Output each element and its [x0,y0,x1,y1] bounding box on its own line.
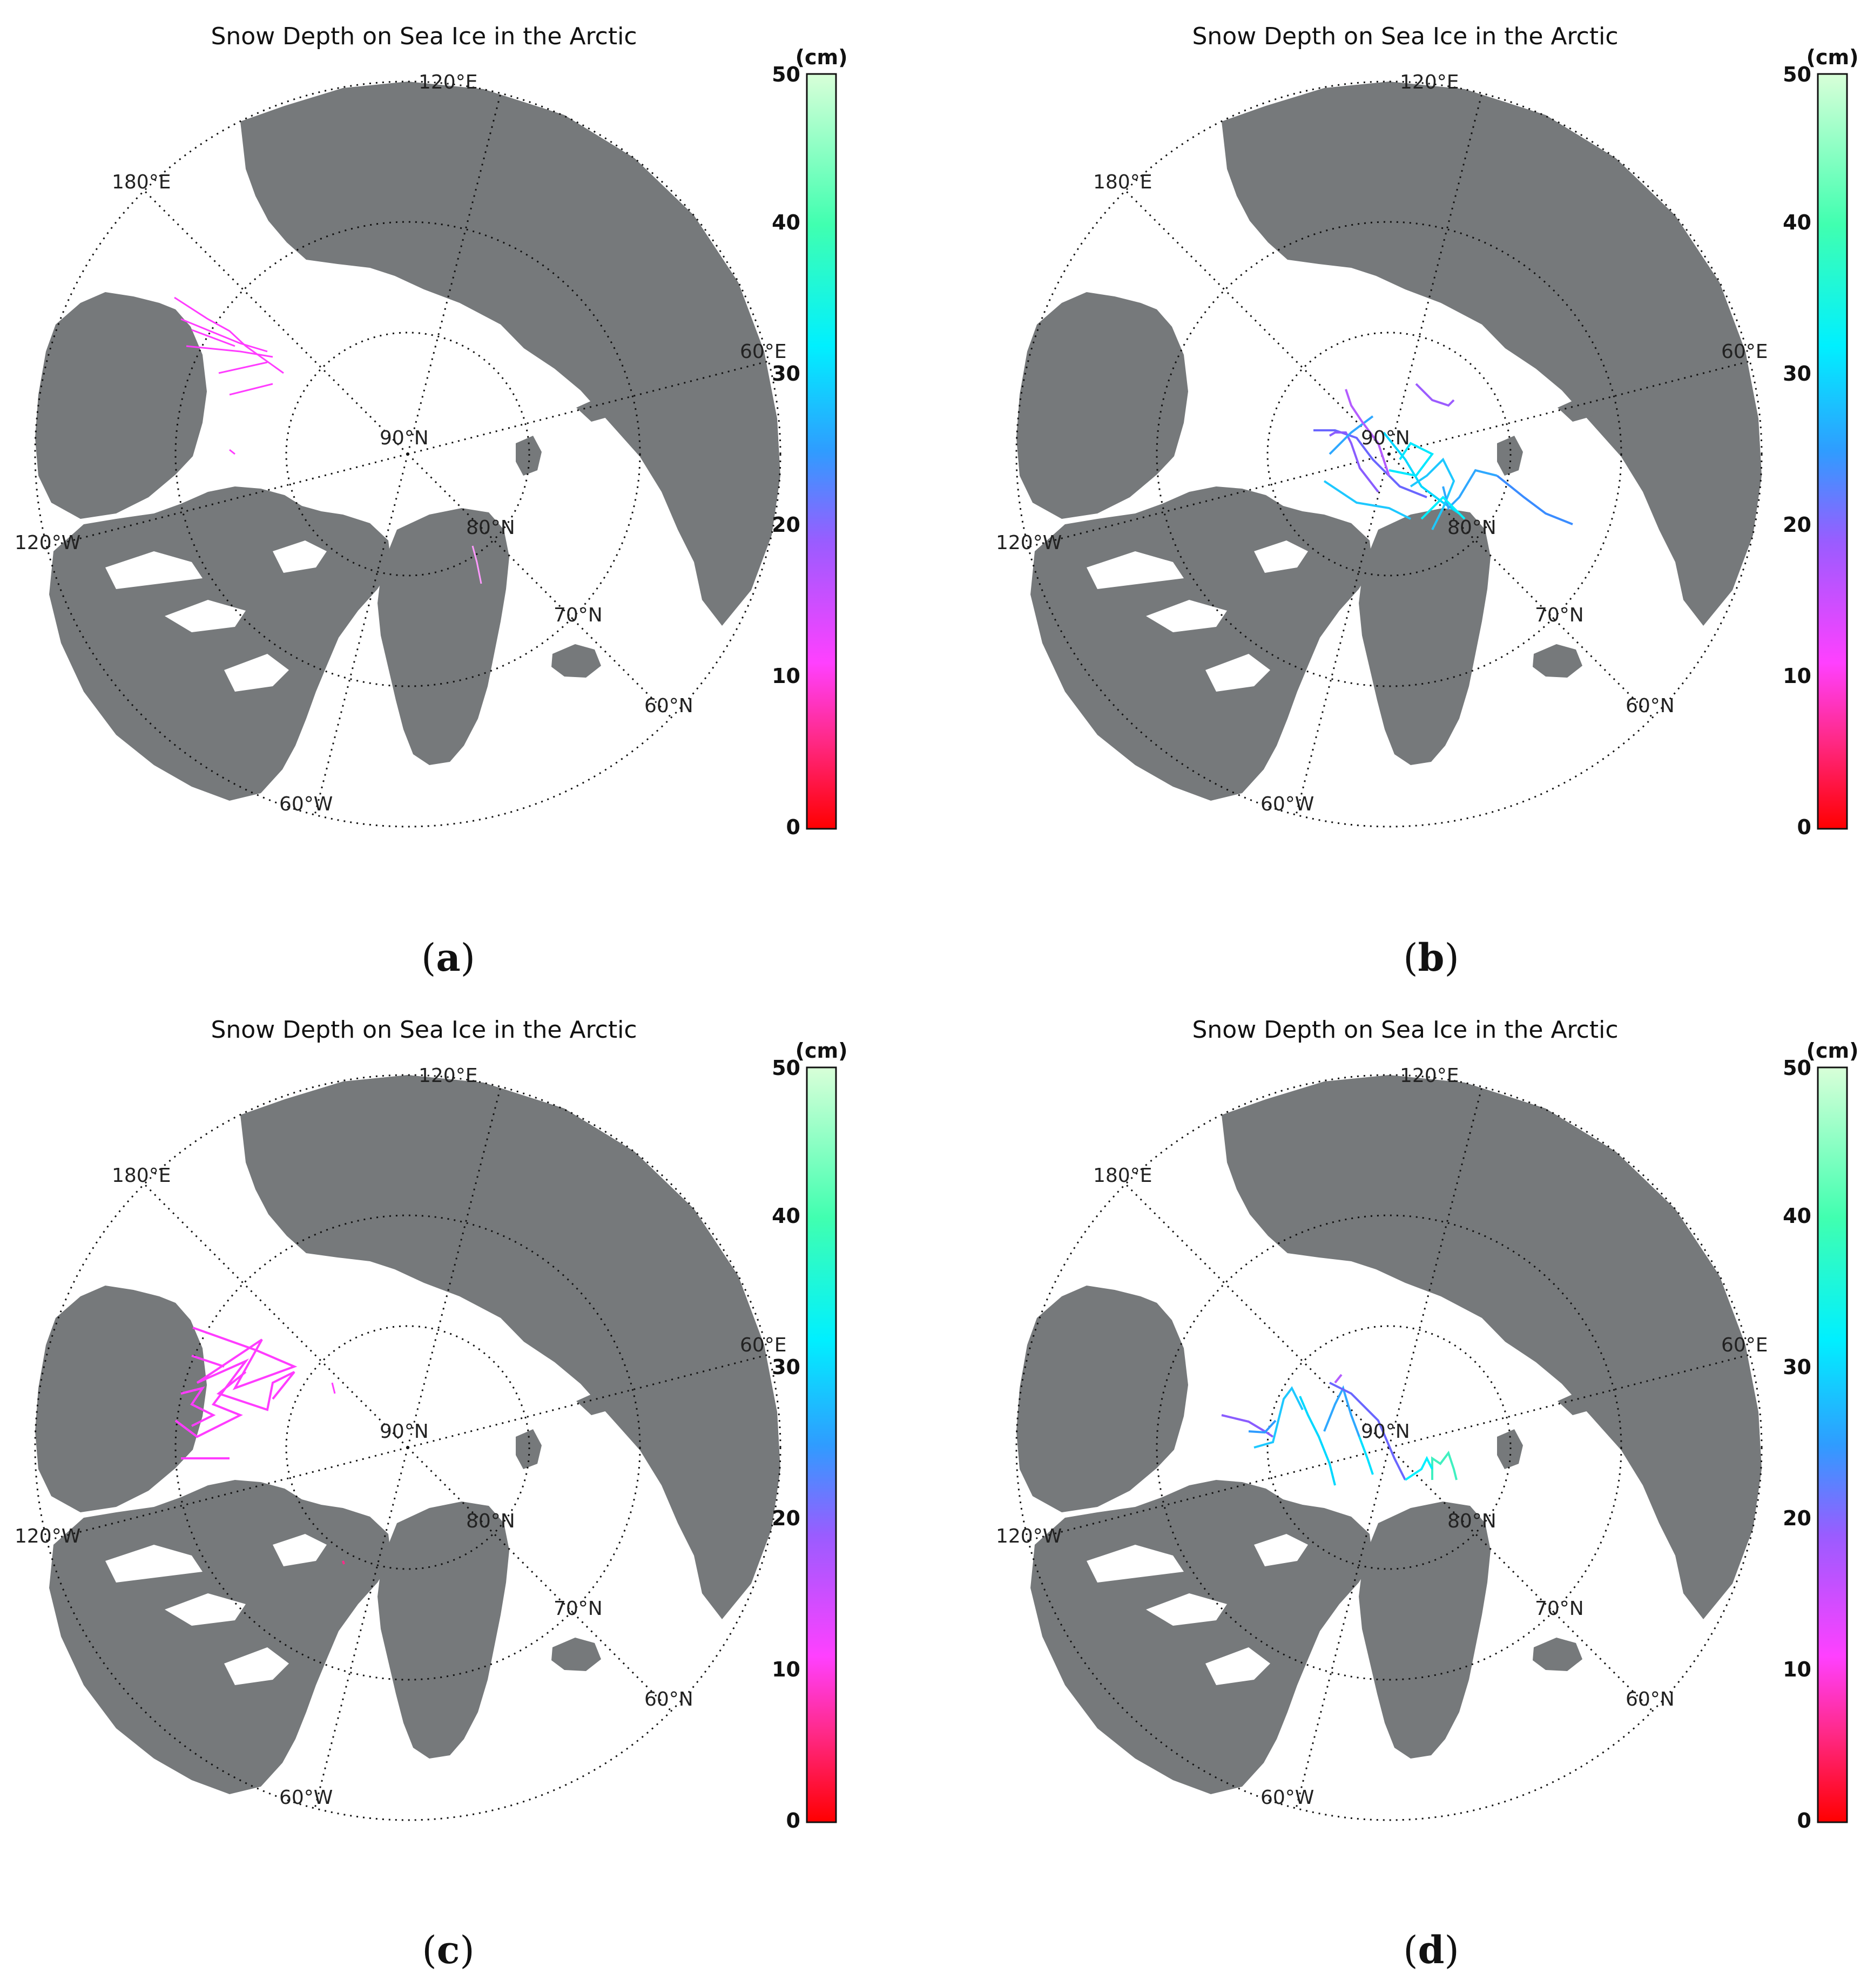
colorbar-tick: 10 [1783,664,1811,688]
lat-label-60n: 60°N [644,695,693,717]
snow-depth-tracks [1313,383,1573,530]
colorbar-tick: 0 [1797,815,1811,839]
colorbar-tick: 20 [1783,513,1811,537]
lon-label-60e: 60°E [1721,1334,1768,1356]
colorbar-tick: 20 [772,1506,800,1530]
colorbar: (cm) 0 10 20 30 40 50 [772,45,847,839]
lon-label-120e: 120°E [1400,71,1459,93]
panel-title: Snow Depth on Sea Ice in the Arctic [1192,1016,1618,1044]
colorbar-tick: 10 [772,664,800,688]
colorbar-tick: 20 [1783,1506,1811,1530]
lon-label-180e: 180°E [1093,171,1152,193]
colorbar-tick: 0 [786,815,800,839]
colorbar-tick: 30 [772,362,800,386]
lat-label-80n: 80°N [1447,517,1496,539]
panel-title: Snow Depth on Sea Ice in the Arctic [1192,23,1618,50]
lon-label-120w: 120°W [15,532,80,554]
colorbar: (cm) 0 10 20 30 40 50 [1783,1039,1858,1833]
lon-label-180e: 180°E [112,1165,171,1187]
lat-label-60n: 60°N [1626,695,1675,717]
panel-a: Snow Depth on Sea Ice in the Arctic 120°… [15,23,847,980]
lat-label-90n: 90°N [1361,1421,1410,1443]
snow-depth-tracks [174,296,482,584]
lon-label-60w: 60°W [279,793,333,815]
colorbar-unit: (cm) [796,1039,848,1063]
colorbar-tick: 0 [1797,1809,1811,1833]
panel-caption: (c) [422,1928,474,1972]
lon-label-120e: 120°E [1400,1065,1459,1087]
colorbar-tick: 40 [772,211,800,234]
panel-c: Snow Depth on Sea Ice in the Arctic 120°… [15,1016,847,1972]
lon-label-120w: 120°W [996,1525,1062,1547]
lat-label-90n: 90°N [380,1421,429,1443]
lat-label-90n: 90°N [1361,427,1410,449]
polar-map: 120°E 180°E 60°E 120°W 60°W 90°N 80°N 70… [15,71,787,828]
colorbar-tick: 50 [1783,1056,1811,1080]
panel-caption: (a) [421,935,475,980]
colorbar-tick: 10 [1783,1658,1811,1681]
colorbar-unit: (cm) [1806,45,1859,69]
lon-label-60w: 60°W [279,1787,333,1809]
lon-label-120e: 120°E [419,1065,477,1087]
panel-d: Snow Depth on Sea Ice in the Arctic 120°… [996,1016,1858,1972]
lon-label-60w: 60°W [1260,1787,1314,1809]
colorbar-tick: 30 [1783,362,1811,386]
colorbar-tick: 40 [1783,1204,1811,1228]
polar-map: 120°E 180°E 60°E 120°W 60°W 90°N 80°N 70… [996,1065,1768,1821]
colorbar-tick: 0 [786,1809,800,1833]
snow-depth-tracks [1221,1374,1458,1486]
colorbar-unit: (cm) [1806,1039,1859,1063]
lon-label-120w: 120°W [15,1525,80,1547]
lat-label-80n: 80°N [1447,1510,1496,1532]
colorbar-tick: 50 [772,63,800,86]
lon-label-60e: 60°E [1721,341,1768,363]
colorbar-tick: 20 [772,513,800,537]
colorbar-tick: 40 [1783,211,1811,234]
colorbar: (cm) 0 10 20 30 40 50 [772,1039,847,1833]
polar-map: 120°E 180°E 60°E 120°W 60°W 90°N 80°N 70… [996,71,1768,828]
lat-label-80n: 80°N [466,1510,515,1532]
lat-label-70n: 70°N [1535,604,1584,626]
panel-caption: (d) [1403,1928,1459,1972]
lat-label-70n: 70°N [1535,1598,1584,1620]
panel-caption: (b) [1403,935,1459,980]
colorbar-tick: 40 [772,1204,800,1228]
lon-label-120w: 120°W [996,532,1062,554]
lon-label-60w: 60°W [1260,793,1314,815]
lat-label-70n: 70°N [554,604,603,626]
colorbar-unit: (cm) [796,45,848,69]
colorbar-tick: 50 [772,1056,800,1080]
lon-label-180e: 180°E [112,171,171,193]
polar-map: 120°E 180°E 60°E 120°W 60°W 90°N 80°N 70… [15,1065,787,1821]
panel-title: Snow Depth on Sea Ice in the Arctic [211,23,637,50]
lon-label-60e: 60°E [740,341,787,363]
panel-title: Snow Depth on Sea Ice in the Arctic [211,1016,637,1044]
lat-label-80n: 80°N [466,517,515,539]
colorbar-tick: 30 [772,1355,800,1379]
lon-label-60e: 60°E [740,1334,787,1356]
colorbar-tick: 30 [1783,1355,1811,1379]
snow-depth-tracks [174,1327,345,1565]
lat-label-90n: 90°N [380,427,429,449]
panel-b: Snow Depth on Sea Ice in the Arctic 120°… [996,23,1858,980]
colorbar: (cm) 0 10 20 30 40 50 [1783,45,1858,839]
colorbar-tick: 50 [1783,63,1811,86]
colorbar-tick: 10 [772,1658,800,1681]
lon-label-120e: 120°E [419,71,477,93]
lat-label-60n: 60°N [1626,1688,1675,1710]
lon-label-180e: 180°E [1093,1165,1152,1187]
lat-label-70n: 70°N [554,1598,603,1620]
lat-label-60n: 60°N [644,1688,693,1710]
